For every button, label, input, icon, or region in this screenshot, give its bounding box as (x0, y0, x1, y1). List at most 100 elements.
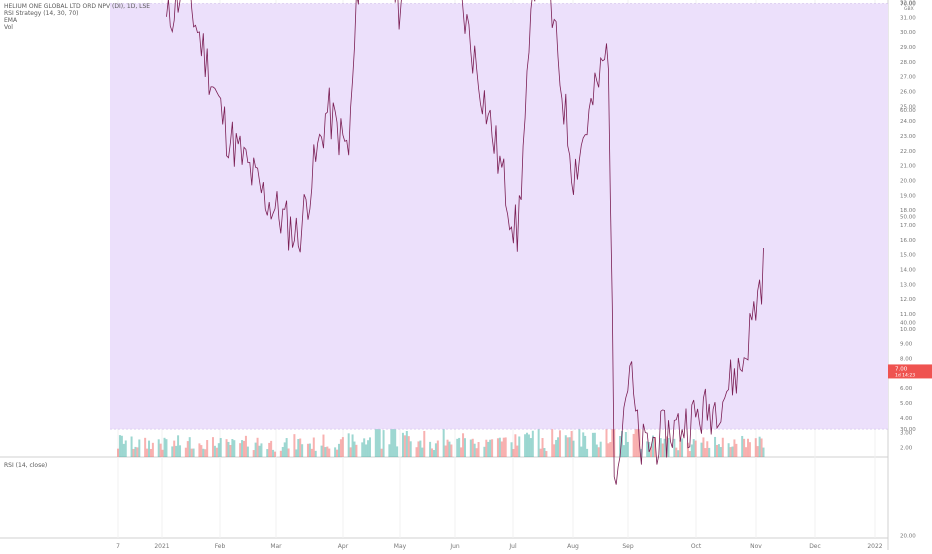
volume-bar (431, 448, 434, 457)
volume-bar (570, 431, 573, 457)
volume-bar (756, 446, 759, 457)
volume-bar (186, 441, 189, 457)
volume-bar (597, 447, 600, 457)
volume-bar (584, 435, 587, 457)
volume-bar (715, 444, 718, 457)
volume-bar (471, 438, 474, 457)
volume-bar (233, 440, 236, 457)
volume-bar (483, 446, 486, 457)
volume-bar (446, 439, 449, 457)
time-tick-label: May (394, 543, 407, 550)
price-tick-label: 23.00 (900, 134, 916, 140)
volume-bar (681, 438, 684, 457)
volume-bar (396, 446, 399, 457)
volume-bar (448, 441, 451, 457)
volume-bar (293, 434, 296, 457)
volume-bar (516, 445, 519, 457)
volume-bar (733, 439, 736, 457)
volume-bar (246, 446, 249, 457)
volume-bar (310, 448, 313, 457)
volume-bar (225, 439, 228, 457)
rsi-tick-label: 70.00 (900, 2, 916, 8)
volume-bar (621, 430, 623, 457)
volume-bar (498, 437, 501, 457)
volume-bar (260, 443, 263, 457)
volume-bar (297, 439, 300, 457)
volume-bar (241, 440, 244, 457)
volume-bar (661, 443, 664, 457)
volume-bar (231, 439, 234, 457)
volume-bar (700, 442, 703, 457)
volume-bar (702, 437, 705, 457)
volume-bar (299, 438, 302, 457)
volume-bar (202, 448, 205, 457)
volume-bar (423, 430, 426, 457)
volume-bar (609, 442, 612, 457)
volume-bar (667, 437, 670, 457)
volume-bar (219, 438, 222, 457)
volume-bar (322, 434, 325, 457)
volume-bar (163, 437, 166, 457)
volume-bar (593, 432, 596, 457)
volume-bar (566, 437, 569, 457)
volume-bar (595, 444, 598, 457)
volume-bar (118, 435, 121, 457)
volume-bar (334, 447, 337, 457)
volume-bar (365, 444, 368, 457)
volume-bar (458, 437, 461, 457)
volume-bar (361, 442, 364, 457)
rsi-tick-label: 50.00 (900, 214, 916, 220)
volume-bar (146, 448, 149, 457)
volume-bar (599, 441, 602, 457)
volume-bar (555, 439, 558, 457)
volume-bar (363, 438, 366, 457)
price-tick-label: 10.00 (900, 327, 916, 333)
volume-bar (727, 443, 730, 457)
volume-bar (607, 443, 610, 457)
volume-bar (741, 435, 744, 457)
volume-bar (748, 442, 751, 457)
price-tick-label: 26.00 (900, 90, 916, 96)
volume-bar (227, 441, 230, 457)
volume-bar (729, 447, 732, 457)
price-tick-label: 31.00 (900, 15, 916, 21)
volume-bar (721, 437, 724, 457)
time-tick-label: Sep (622, 543, 634, 550)
time-tick-label: 2022 (867, 543, 882, 550)
volume-bar (134, 446, 137, 457)
volume-bar (622, 445, 625, 457)
volume-bar (673, 438, 676, 457)
volume-bar (646, 441, 649, 457)
volume-bar (543, 448, 546, 457)
volume-bar (754, 438, 757, 457)
volume-bar (148, 440, 151, 457)
volume-bar (272, 449, 275, 457)
volume-bar (256, 437, 259, 457)
price-tick-label: 21.00 (900, 164, 916, 170)
volume-bar (477, 442, 480, 457)
volume-bar (578, 425, 581, 457)
volume-bar (436, 440, 439, 457)
volume-bar (374, 421, 377, 457)
volume-bar (677, 450, 680, 457)
volume-bar (306, 443, 309, 457)
volume-bar (138, 439, 141, 457)
volume-bar (719, 447, 722, 457)
volume-bar (504, 437, 507, 457)
volume-bar (558, 430, 561, 457)
last-price-countdown: 1d 14:23 (895, 372, 915, 378)
volume-bar (444, 445, 447, 457)
volume-bar (551, 417, 554, 457)
volume-bar (326, 446, 329, 457)
time-tick-label: Jul (508, 543, 517, 550)
volume-bar (564, 435, 567, 457)
volume-bar (401, 432, 404, 457)
volume-bar (211, 437, 214, 457)
volume-bar (136, 447, 139, 457)
volume-bar (349, 447, 352, 457)
volume-bar (206, 440, 209, 457)
price-tick-label: 16.00 (900, 238, 916, 244)
currency-label: GBX (904, 6, 914, 12)
rsi-line (166, 0, 764, 485)
